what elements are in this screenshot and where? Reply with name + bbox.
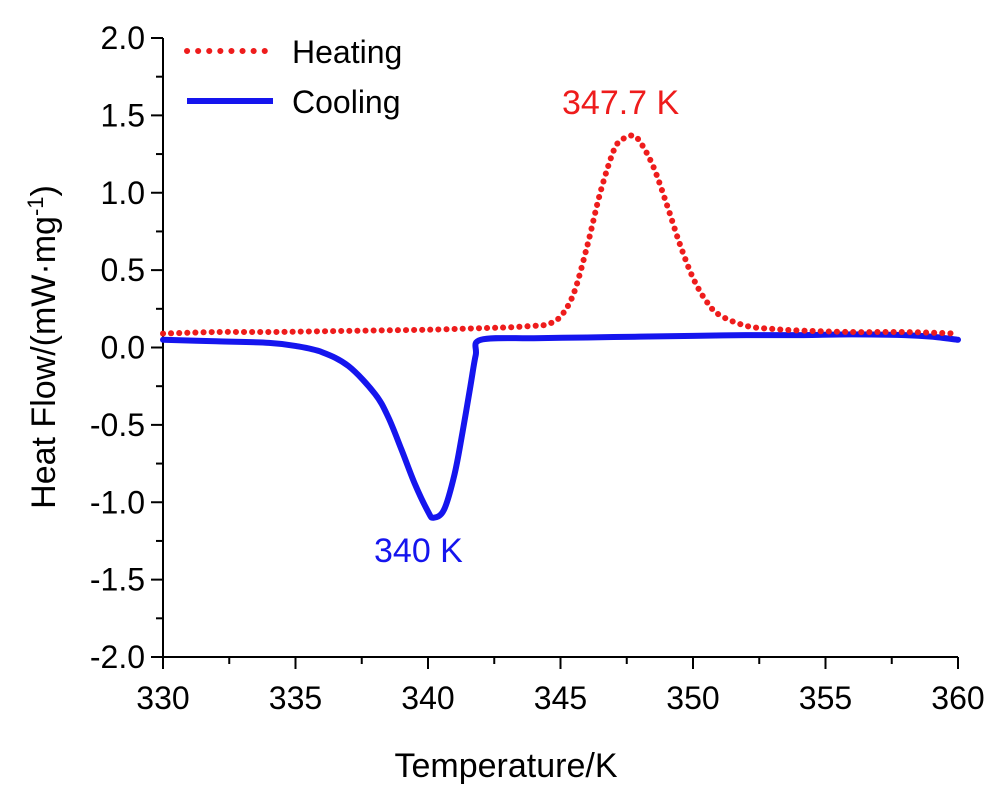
y-axis-title: Heat Flow/(mW·mg-1) bbox=[23, 185, 63, 509]
x-tick-label: 335 bbox=[269, 680, 322, 716]
y-tick-label: 2.0 bbox=[101, 20, 145, 56]
annotation-heating-peak: 347.7 K bbox=[562, 84, 680, 122]
x-axis-title: Temperature/K bbox=[395, 747, 618, 785]
y-tick-label: 1.5 bbox=[101, 97, 145, 133]
legend-heating-label: Heating bbox=[292, 34, 402, 70]
series-line-heating bbox=[160, 132, 961, 337]
series-line-cooling bbox=[160, 331, 961, 521]
x-tick-label: 360 bbox=[931, 680, 984, 716]
legend-cooling-label: Cooling bbox=[292, 84, 401, 120]
y-axis-title-close: ) bbox=[25, 185, 63, 196]
x-tick-label: 330 bbox=[136, 680, 189, 716]
y-tick-label: -2.0 bbox=[90, 639, 145, 675]
y-tick-label: -1.5 bbox=[90, 562, 145, 598]
y-tick-label: -0.5 bbox=[90, 407, 145, 443]
x-tick-label: 340 bbox=[401, 680, 454, 716]
y-axis-title-superscript: -1 bbox=[23, 196, 48, 216]
x-tick-label: 350 bbox=[666, 680, 719, 716]
series-layer bbox=[160, 132, 961, 521]
y-ticks: -2.0 -1.5 -1.0 -0.5 0.0 0.5 1.0 1.5 2.0 bbox=[90, 20, 163, 675]
y-tick-label: 0.0 bbox=[101, 330, 145, 366]
y-tick-label: 1.0 bbox=[101, 175, 145, 211]
legend: Heating Cooling bbox=[184, 34, 402, 120]
y-axis-title-main: Heat Flow/(mW·mg bbox=[25, 216, 63, 509]
x-ticks: 330 335 340 345 350 355 360 bbox=[136, 657, 985, 716]
x-tick-label: 345 bbox=[534, 680, 587, 716]
x-tick-label: 355 bbox=[799, 680, 852, 716]
y-tick-label: 0.5 bbox=[101, 252, 145, 288]
annotation-cooling-peak: 340 K bbox=[374, 532, 463, 570]
y-tick-label: -1.0 bbox=[90, 484, 145, 520]
